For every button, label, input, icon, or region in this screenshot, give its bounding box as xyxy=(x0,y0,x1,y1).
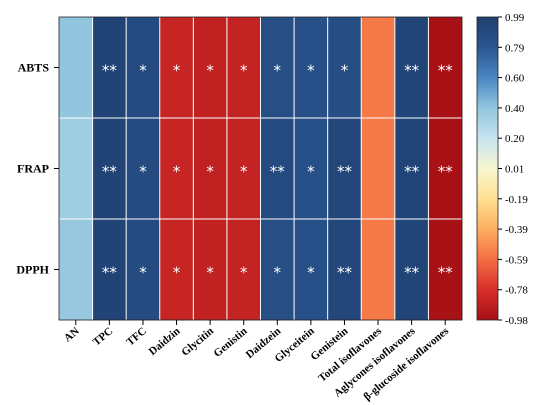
heatmap-cell-abts-2 xyxy=(126,17,161,119)
heatmap-cell-frap-1 xyxy=(92,118,127,220)
heatmap-cell-frap-4 xyxy=(193,118,228,220)
significance-mark: * xyxy=(274,62,282,80)
colorbar-tick-label: -0.59 xyxy=(505,254,528,266)
colorbar-tick-label: -0.39 xyxy=(505,224,528,236)
row-label-dpph: DPPH xyxy=(16,263,49,277)
column-label: Daidzin xyxy=(147,325,183,358)
heatmap-cell-frap-9 xyxy=(361,118,396,220)
significance-marks: ** * * * * * * * ** **** * * * * ** * ** ** **** * * * * * * ** **… xyxy=(102,62,453,282)
heatmap-cell-dpph-11 xyxy=(428,219,463,321)
heatmap-cell-dpph-6 xyxy=(260,219,295,321)
colorbar-tick-label: -0.98 xyxy=(505,315,528,327)
heatmap-cell-dpph-3 xyxy=(159,219,194,321)
heatmap-cell-frap-2 xyxy=(126,118,161,220)
column-label: Glycitin xyxy=(179,325,216,359)
significance-mark: ** xyxy=(102,163,118,181)
heatmap-cell-abts-5 xyxy=(226,17,261,119)
significance-mark: ** xyxy=(270,163,286,181)
row-label-abts: ABTS xyxy=(18,61,50,75)
significance-mark: * xyxy=(341,62,349,80)
heatmap-cell-frap-8 xyxy=(327,118,362,220)
colorbar-tick-label: 0.60 xyxy=(505,73,525,85)
heatmap-cell-abts-1 xyxy=(92,17,127,119)
colorbar-tick-label: -0.78 xyxy=(505,285,528,297)
colorbar-tick-label: 0.20 xyxy=(505,133,525,145)
significance-mark: * xyxy=(173,264,181,282)
significance-mark: ** xyxy=(404,62,420,80)
significance-mark: ** xyxy=(102,264,118,282)
heatmap-grid xyxy=(58,16,463,321)
heatmap-cell-dpph-8 xyxy=(327,219,362,321)
heatmap-cell-abts-4 xyxy=(193,17,228,119)
heatmap-cell-frap-10 xyxy=(394,118,429,220)
significance-mark: ** xyxy=(438,163,454,181)
colorbar-tick-label: 0.01 xyxy=(505,164,524,176)
significance-mark: * xyxy=(240,62,248,80)
significance-mark: * xyxy=(139,163,147,181)
significance-mark: ** xyxy=(438,62,454,80)
significance-mark: ** xyxy=(404,163,420,181)
colorbar-tick-label: 0.40 xyxy=(505,103,525,115)
heatmap-cell-dpph-7 xyxy=(294,219,328,321)
column-label: Genistin xyxy=(211,325,249,360)
significance-mark: * xyxy=(173,62,181,80)
heatmap-cell-dpph-1 xyxy=(92,219,127,321)
heatmap-cell-dpph-5 xyxy=(226,219,261,321)
heatmap-cell-dpph-9 xyxy=(361,219,396,321)
significance-mark: * xyxy=(307,264,315,282)
heatmap-cell-abts-8 xyxy=(327,17,362,119)
column-label: TPC xyxy=(91,325,116,348)
heatmap-cell-frap-6 xyxy=(260,118,295,220)
significance-mark: * xyxy=(206,62,214,80)
significance-mark: ** xyxy=(337,163,353,181)
significance-mark: * xyxy=(173,163,181,181)
heatmap-cell-abts-6 xyxy=(260,17,295,119)
significance-mark: * xyxy=(307,62,315,80)
heatmap-cell-abts-9 xyxy=(361,17,396,119)
heatmap-cell-dpph-4 xyxy=(193,219,228,321)
heatmap-cell-dpph-2 xyxy=(126,219,161,321)
heatmap-cell-frap-5 xyxy=(226,118,261,220)
heatmap-cell-frap-7 xyxy=(294,118,328,220)
colorbar: 0.99 0.79 0.60 0.40 0.20 0.01 -0.19 -0.39 -0.59 -… xyxy=(476,12,528,327)
colorbar-gradient xyxy=(476,16,499,321)
heatmap-cell-frap-3 xyxy=(159,118,194,220)
heatmap-cell-dpph-0 xyxy=(59,219,93,321)
heatmap-cell-abts-11 xyxy=(428,17,463,119)
heatmap-cell-frap-11 xyxy=(428,118,463,220)
significance-mark: ** xyxy=(337,264,353,282)
significance-mark: * xyxy=(139,264,147,282)
heatmap-cells xyxy=(59,17,463,321)
colorbar-tick-label: -0.19 xyxy=(505,194,528,206)
column-label: AN xyxy=(62,325,82,344)
row-labels: ABTS FRAP DPPH xyxy=(16,61,59,277)
significance-mark: * xyxy=(240,264,248,282)
significance-mark: ** xyxy=(438,264,454,282)
colorbar-tick-label: 0.99 xyxy=(505,12,525,24)
significance-mark: * xyxy=(206,264,214,282)
significance-mark: * xyxy=(139,62,147,80)
heatmap-cell-abts-0 xyxy=(59,17,93,119)
row-label-frap: FRAP xyxy=(17,162,49,176)
significance-mark: * xyxy=(240,163,248,181)
significance-mark: * xyxy=(274,264,282,282)
significance-mark: * xyxy=(206,163,214,181)
colorbar-tick-label: 0.79 xyxy=(505,42,525,54)
column-labels: AN TPC TFCDaidzinGlycitinGenistinDaidzeinG… xyxy=(62,320,452,403)
significance-mark: * xyxy=(307,163,315,181)
significance-mark: ** xyxy=(404,264,420,282)
heatmap-cell-abts-3 xyxy=(159,17,194,119)
column-label: TFC xyxy=(124,325,149,348)
heatmap-cell-abts-7 xyxy=(294,17,328,119)
significance-mark: ** xyxy=(102,62,118,80)
heatmap-cell-frap-0 xyxy=(59,118,93,220)
heatmap-cell-abts-10 xyxy=(394,17,429,119)
heatmap-cell-dpph-10 xyxy=(394,219,429,321)
